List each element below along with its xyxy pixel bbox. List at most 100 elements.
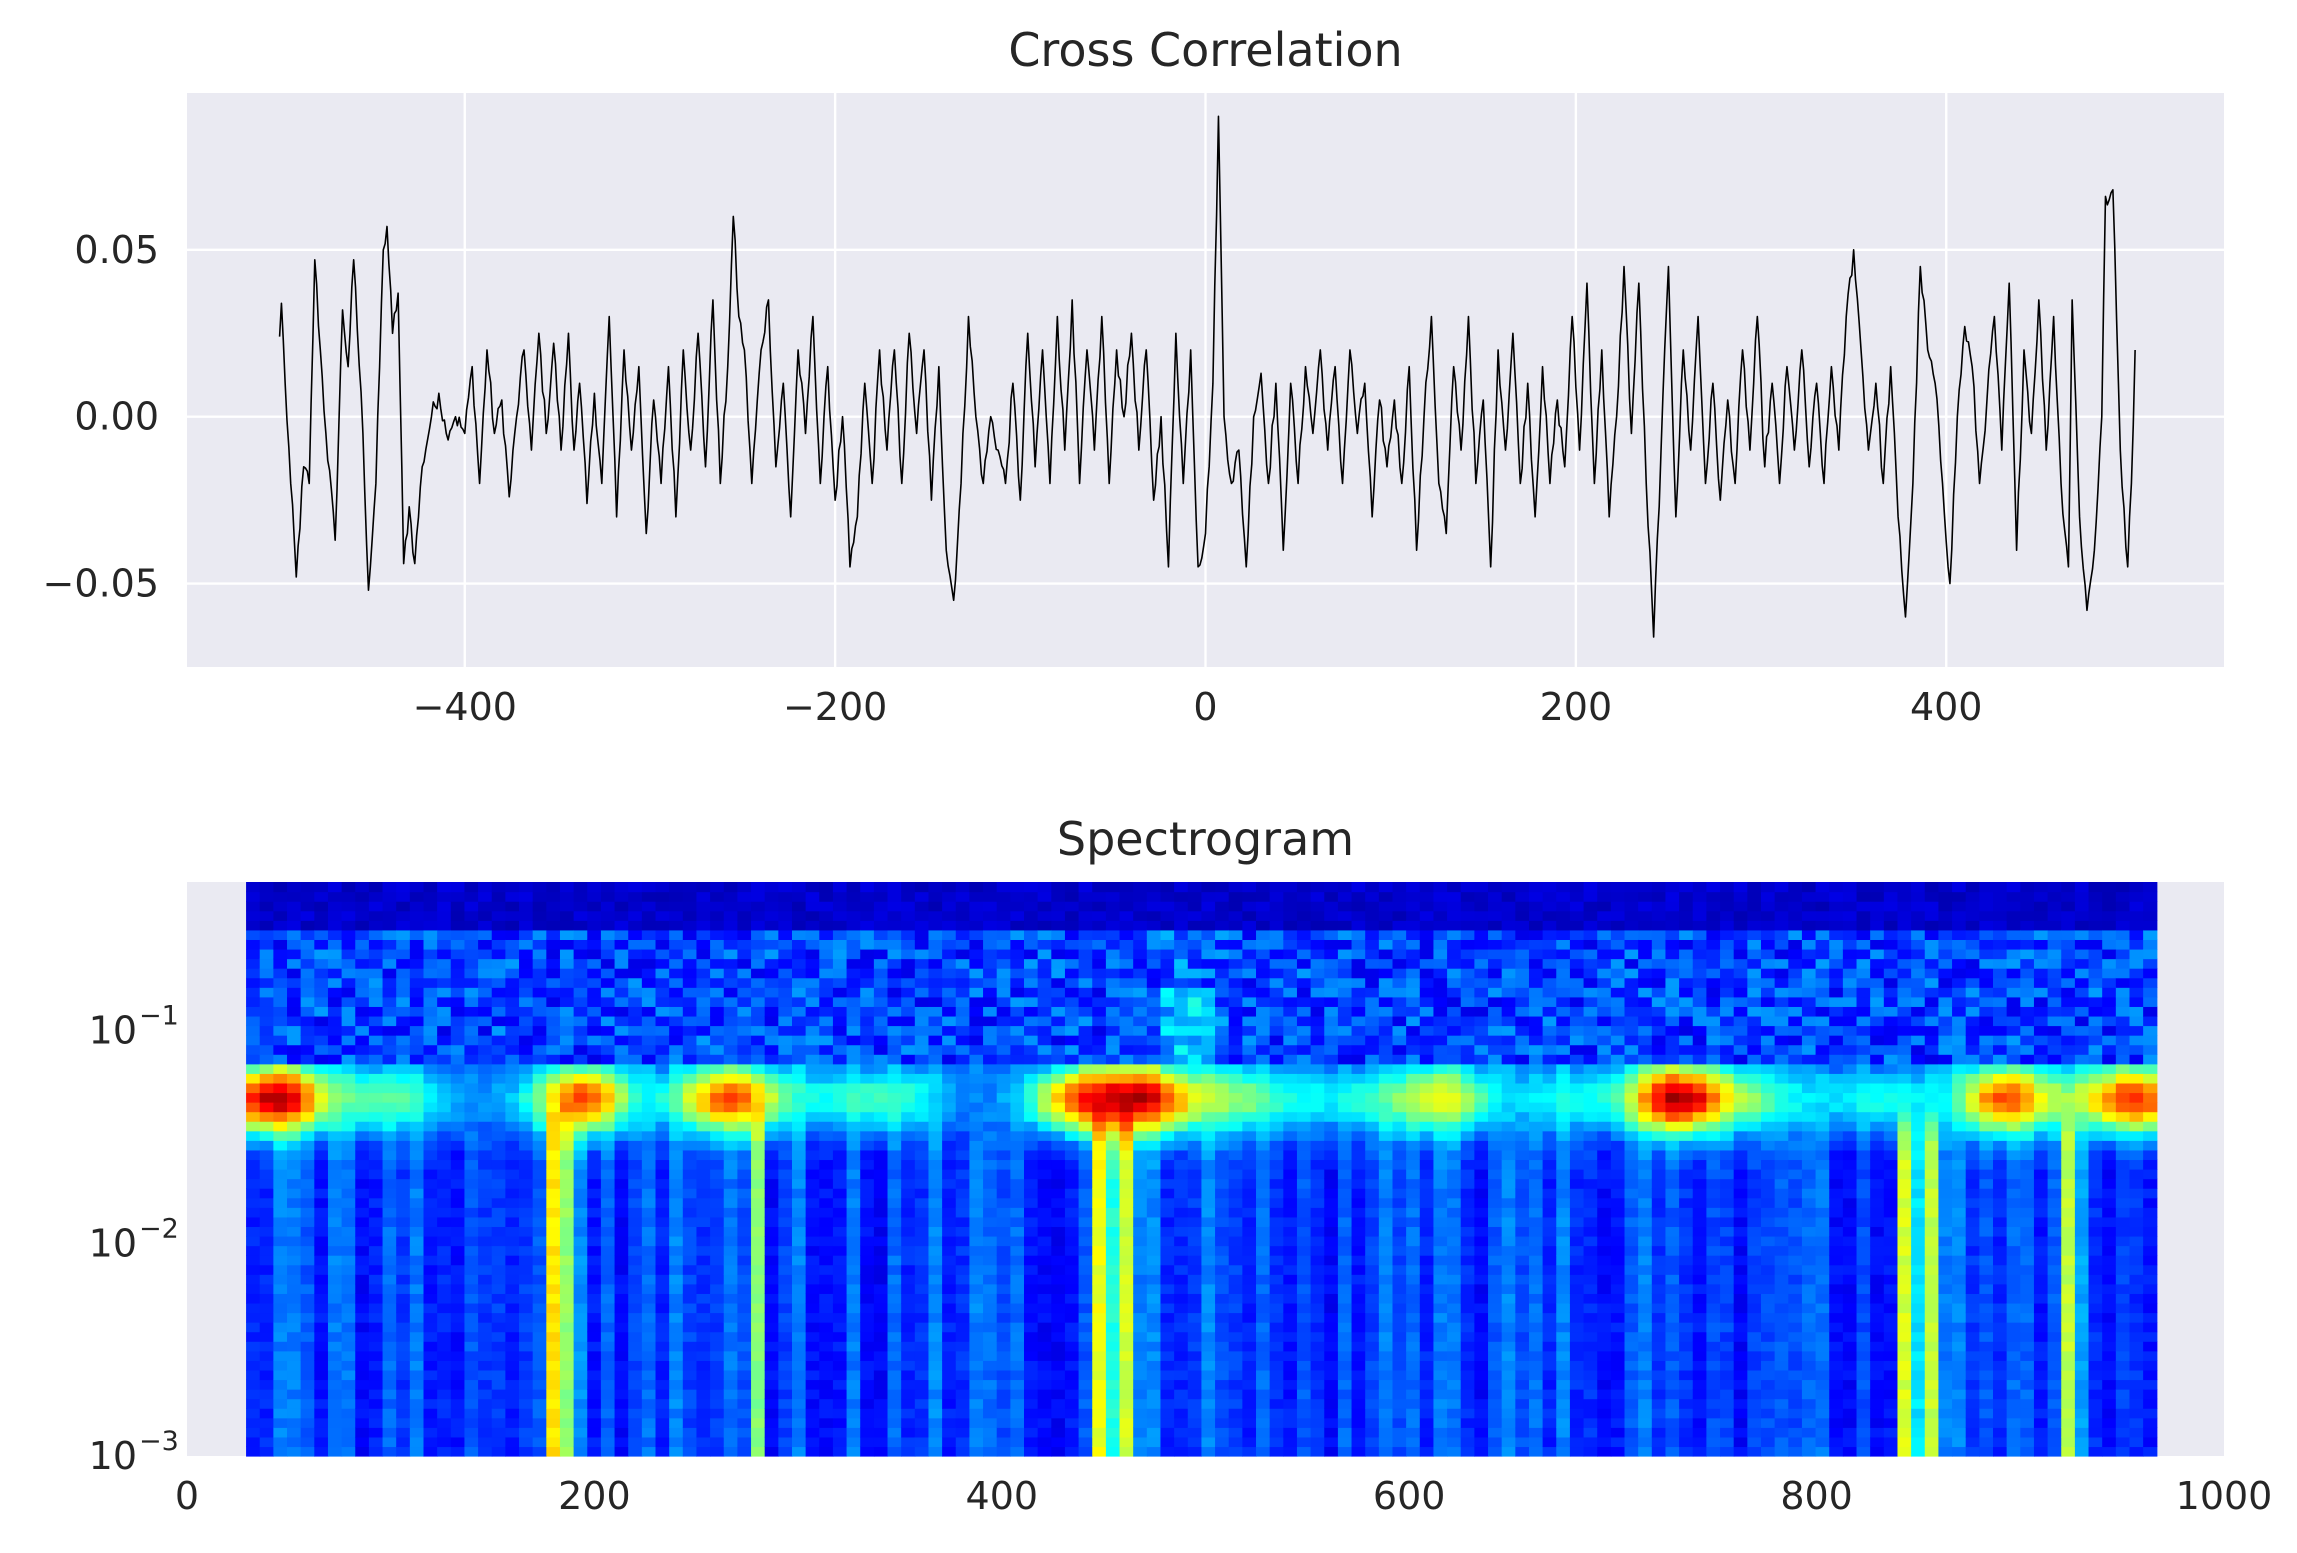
spectrogram-cell [751,1226,765,1236]
spectrogram-cell [1079,1236,1093,1246]
spectrogram-cell [601,1054,615,1064]
spectrogram-cell [765,911,779,921]
spectrogram-cell [819,1207,833,1217]
spectrogram-cell [383,1427,397,1437]
spectrogram-cell [683,939,697,949]
spectrogram-cell [396,1322,410,1332]
spectrogram-cell [847,1246,861,1256]
spectrogram-cell [1051,1332,1065,1342]
spectrogram-cell [656,1026,670,1036]
spectrogram-cell [983,1341,997,1351]
spectrogram-cell [314,1121,328,1131]
spectrogram-cell [273,1092,287,1102]
spectrogram-cell [696,1092,710,1102]
spectrogram-cell [451,1370,465,1380]
spectrogram-cell [246,939,260,949]
spectrogram-cell [615,1236,629,1246]
spectrogram-cell [1106,978,1120,988]
spectrogram-cell [1160,987,1174,997]
spectrogram-cell [1160,1217,1174,1227]
spectrogram-cell [328,1102,342,1112]
spectrogram-cell [1010,1341,1024,1351]
spectrogram-cell [683,1045,697,1055]
spectrogram-cell [874,1169,888,1179]
spectrogram-cell [492,1006,506,1016]
spectrogram-cell [656,997,670,1007]
spectrogram-cell [656,949,670,959]
spectrogram-cell [383,1026,397,1036]
spectrogram-cell [901,1284,915,1294]
spectrogram-cell [369,997,383,1007]
spectrogram-cell [751,959,765,969]
spectrogram-cell [1365,1140,1379,1150]
spectrogram-cell [792,1102,806,1112]
spectrogram-cell [1010,1140,1024,1150]
spectrogram-cell [765,1236,779,1246]
spectrogram-cell [1365,1255,1379,1265]
spectrogram-cell [437,1083,451,1093]
spectrogram-cell [888,997,902,1007]
spectrogram-cell [833,1159,847,1169]
spectrogram-cell [615,1284,629,1294]
spectrogram-cell [492,1322,506,1332]
spectrogram-cell [669,1092,683,1102]
spectrogram-cell [1270,1265,1284,1275]
spectrogram-cell [328,1236,342,1246]
spectrogram-cell [874,978,888,988]
spectrogram-cell [1106,949,1120,959]
spectrogram-cell [287,1150,301,1160]
spectrogram-cell [369,1217,383,1227]
spectrogram-cell [1038,1246,1052,1256]
spectrogram-cell [1283,1188,1297,1198]
spectrogram-cell [383,1303,397,1313]
spectrogram-cell [1188,901,1202,911]
spectrogram-cell [287,1073,301,1083]
spectrogram-cell [1324,1207,1338,1217]
spectrogram-cell [1338,930,1352,940]
spectrogram-cell [1133,1083,1147,1093]
spectrogram-cell [1283,1016,1297,1026]
spectrogram-cell [669,1169,683,1179]
spectrogram-cell [628,1198,642,1208]
spectrogram-cell [314,1446,328,1456]
spectrogram-cell [273,1418,287,1428]
spectrogram-cell [1242,1121,1256,1131]
spectrogram-cell [492,1418,506,1428]
spectrogram-cell [574,1026,588,1036]
spectrogram-cell [915,1255,929,1265]
spectrogram-cell [1010,1370,1024,1380]
spectrogram-cell [1106,1351,1120,1361]
spectrogram-cell [410,1360,424,1370]
spectrogram-cell [696,1360,710,1370]
spectrogram-cell [1120,1217,1134,1227]
spectrogram-cell [888,1303,902,1313]
spectrogram-cell [1297,1427,1311,1437]
spectrogram-cell [1270,1035,1284,1045]
spectrogram-cell [956,1437,970,1447]
spectrogram-cell [669,939,683,949]
spectrogram-cell [1229,1284,1243,1294]
spectrogram-cell [710,1379,724,1389]
spectrogram-cell [273,949,287,959]
spectrogram-cell [778,939,792,949]
spectrogram-cell [888,892,902,902]
spectrogram-cell [560,1418,574,1428]
spectrogram-cell [1324,1226,1338,1236]
spectrogram-cell [860,959,874,969]
spectrogram-cell [696,1226,710,1236]
spectrogram-cell [1311,1236,1325,1246]
spectrogram-cell [587,1389,601,1399]
spectrogram-cell [574,1217,588,1227]
spectrogram-cell [355,1064,369,1074]
spectrogram-cell [1201,1112,1215,1122]
spectrogram-cell [1120,987,1134,997]
spectrogram-cell [546,1131,560,1141]
spectrogram-cell [983,1064,997,1074]
spectrogram-cell [915,1265,929,1275]
spectrogram-cell [1270,1045,1284,1055]
spectrogram-cell [273,1131,287,1141]
spectrogram-cell [819,1150,833,1160]
spectrogram-cell [451,1121,465,1131]
spectrogram-cell [560,1446,574,1456]
spectrogram-cell [410,968,424,978]
